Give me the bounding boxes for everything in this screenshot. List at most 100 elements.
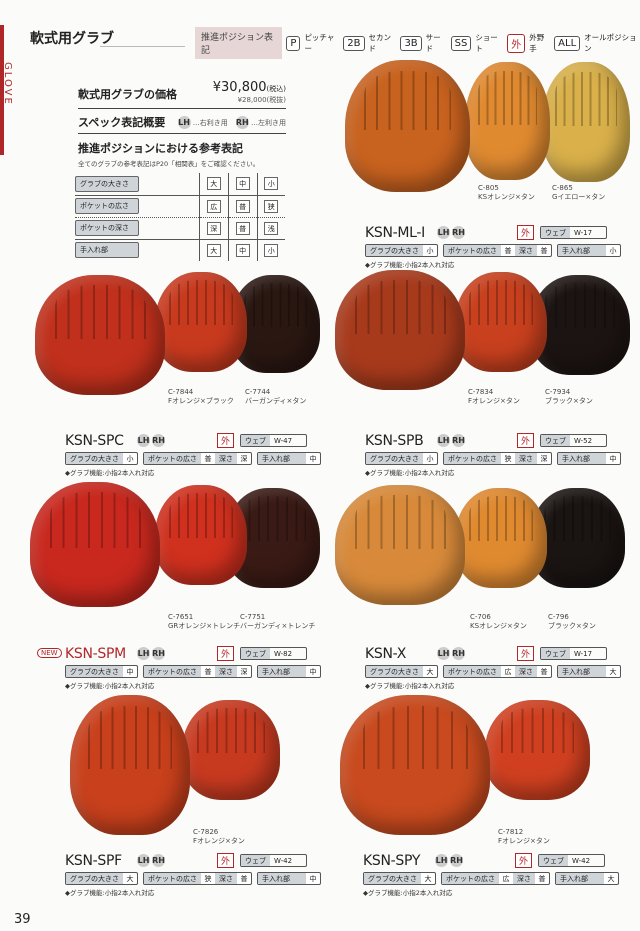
color-code: C-7751: [240, 613, 266, 621]
product-header: KSN-SPY LH RH 外ウェブ W-42: [363, 852, 623, 869]
page-number: 39: [14, 912, 31, 927]
color-variant: C-706 KSオレンジ×タン: [470, 613, 527, 631]
product-name: KSN-SPY: [363, 852, 421, 869]
product-ksn-spc: KSN-SPC LH RH 外ウェブ W-47 グラブの大きさ小ポケットの広さ普深さ深手入…: [65, 432, 325, 477]
hand-icons: LH RH: [437, 434, 517, 447]
color-variant: C-7934 ブラック×タン: [545, 388, 593, 406]
position-badge: ALL: [554, 35, 581, 51]
care-label: 手入れ部: [556, 873, 604, 884]
web-value: W-42: [274, 856, 293, 865]
web-label: ウェブ: [541, 227, 571, 238]
cell: 浅: [264, 221, 279, 235]
spec-row: グラブの大きさ大ポケットの広さ狭深さ普手入れ部中: [65, 872, 325, 885]
care-spec: 手入れ部中: [557, 452, 621, 465]
care-value: 中: [309, 667, 317, 676]
position-badge: 外: [515, 853, 533, 868]
glove-image: [455, 488, 547, 588]
depth-value: 普: [540, 246, 548, 255]
color-code: C-7651: [168, 613, 194, 621]
rh-icon: RH: [152, 434, 165, 447]
pocket-value: 狭: [204, 874, 212, 883]
size-value: 小: [426, 454, 434, 463]
size-label: グラブの大きさ: [366, 666, 423, 677]
hand-icons: LH RH: [437, 226, 517, 239]
product-ksn-spb: KSN-SPB LH RH 外ウェブ W-52 グラブの大きさ小ポケットの広さ狭深さ深手入…: [365, 432, 625, 477]
color-name: KSオレンジ×タン: [470, 622, 527, 630]
position-badge: 外: [517, 646, 535, 661]
depth-value: 普: [538, 874, 546, 883]
depth-label: 深さ: [215, 873, 237, 884]
web-spec: ウェブ W-42: [240, 854, 308, 867]
row-label: ポケットの深さ: [75, 220, 139, 236]
pocket-label: ポケットの広さ: [144, 453, 201, 464]
pocket-value: 普: [204, 454, 212, 463]
glove-image: [530, 275, 630, 375]
size-label: グラブの大きさ: [366, 245, 423, 256]
section-label: GLOVE: [2, 62, 13, 106]
cell: 小: [264, 243, 279, 257]
pocket-value: 広: [502, 874, 510, 883]
pocket-spec: ポケットの広さ狭深さ普: [143, 872, 252, 885]
feature-note: ◆グラブ機能:小指2本入れ対応: [365, 682, 455, 690]
product-ksn-ml-i: KSN-ML-I LH RH 外ウェブ W-17 グラブの大きさ小ポケットの広さ普深さ普手…: [365, 224, 625, 269]
size-value: 小: [126, 454, 134, 463]
color-variant: C-865 Gイエロー×タン: [552, 184, 605, 202]
glove-image: [155, 485, 247, 585]
glove-image: [30, 482, 160, 607]
glove-image: [335, 270, 465, 390]
pocket-spec: ポケットの広さ狭深さ深: [443, 452, 552, 465]
lh-note: …右利き用: [192, 118, 228, 127]
position-badge: 外: [507, 33, 526, 53]
color-code: C-796: [548, 613, 569, 621]
hand-icons: LH RH: [137, 434, 217, 447]
rh-note: …左利き用: [251, 118, 286, 127]
pocket-spec: ポケットの広さ普深さ深: [143, 452, 252, 465]
depth-value: 深: [240, 667, 248, 676]
table-row: ポケットの深さ 深普浅: [75, 217, 285, 240]
color-variant: C-7834 Fオレンジ×タン: [468, 388, 520, 406]
depth-value: 深: [540, 454, 548, 463]
rh-icon: RH: [235, 115, 249, 129]
care-label: 手入れ部: [558, 245, 606, 256]
hand-icons: LH RH: [137, 854, 217, 867]
size-spec: グラブの大きさ小: [365, 452, 438, 465]
lh-icon: LH: [137, 434, 150, 447]
product-header: KSN-SPM LH RH 外ウェブ W-82: [65, 645, 325, 662]
feature-note: ◆グラブ機能:小指2本入れ対応: [363, 889, 453, 897]
new-badge: NEW: [37, 648, 62, 658]
product-name: KSN-SPC: [65, 432, 124, 449]
care-spec: 手入れ部中: [257, 665, 321, 678]
care-value: 中: [309, 874, 317, 883]
cell: 深: [206, 221, 221, 235]
lh-icon: LH: [177, 115, 191, 129]
row-label: ポケットの広さ: [75, 198, 139, 214]
position-legend: 推進ポジション表記 P ピッチャー 2B セカンド 3B サード SS ショート外外野手 ALL…: [195, 27, 640, 59]
web-label: ウェブ: [539, 855, 569, 866]
size-value: 大: [426, 667, 434, 676]
depth-value: 普: [540, 667, 548, 676]
care-spec: 手入れ部小: [557, 244, 621, 257]
product-name: KSN-ML-I: [365, 224, 426, 241]
cell: 大: [206, 177, 221, 191]
depth-value: 深: [240, 454, 248, 463]
care-label: 手入れ部: [558, 453, 606, 464]
web-value: W-17: [574, 649, 593, 658]
color-name: Fオレンジ×ブラック: [168, 397, 234, 405]
lh-icon: LH: [437, 226, 450, 239]
color-variant: C-7651 GRオレンジ×トレンチ: [168, 613, 240, 631]
depth-label: 深さ: [215, 453, 237, 464]
price-incl-note: (税込): [266, 85, 286, 93]
pocket-label: ポケットの広さ: [444, 666, 501, 677]
hand-icons: LH RH: [437, 647, 517, 660]
legend-heading: 推進ポジション表記: [195, 27, 283, 59]
size-spec: グラブの大きさ中: [65, 665, 138, 678]
web-value: W-17: [574, 228, 593, 237]
size-label: グラブの大きさ: [366, 453, 423, 464]
size-label: グラブの大きさ: [66, 666, 123, 677]
lh-icon: LH: [435, 854, 448, 867]
product-header: KSN-SPB LH RH 外ウェブ W-52: [365, 432, 625, 449]
position-label: ショート: [475, 33, 498, 53]
position-label: オールポジション: [584, 33, 637, 53]
glove-image: [455, 272, 547, 372]
pocket-value: 普: [204, 667, 212, 676]
